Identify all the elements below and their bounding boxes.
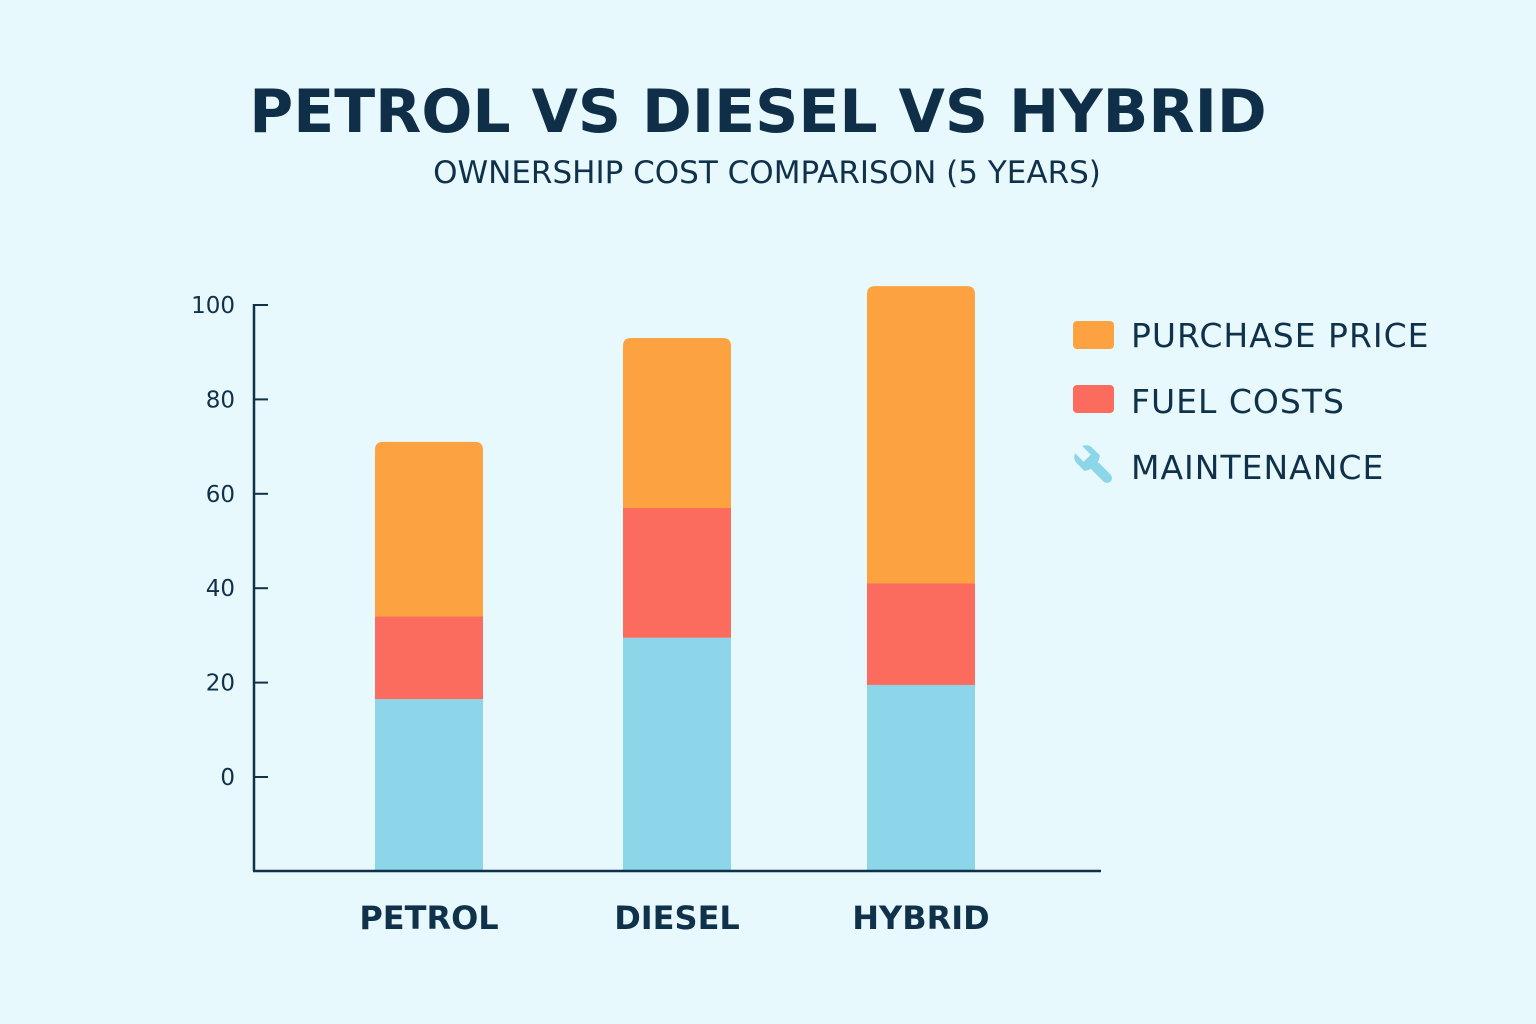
y-tick-label: 100 bbox=[191, 293, 235, 319]
chart-subtitle: OWNERSHIP COST COMPARISON (5 YEARS) bbox=[433, 155, 1101, 191]
legend-label-purchase-price: PURCHASE PRICE bbox=[1131, 316, 1430, 355]
bar-diesel-fuel-costs bbox=[623, 507, 731, 638]
x-label-hybrid: HYBRID bbox=[852, 899, 989, 937]
wrench-icon bbox=[1074, 445, 1113, 484]
x-label-diesel: DIESEL bbox=[614, 899, 740, 937]
y-tick-label: 0 bbox=[220, 765, 235, 791]
y-tick-label: 20 bbox=[206, 671, 235, 697]
legend: PURCHASE PRICE FUEL COSTS MAINTENANCE bbox=[1073, 316, 1430, 487]
bar-hybrid-purchase-price bbox=[867, 286, 975, 584]
y-tick-label: 80 bbox=[206, 387, 235, 413]
x-label-petrol: PETROL bbox=[359, 899, 498, 937]
bar-hybrid-maintenance bbox=[867, 684, 975, 871]
y-tick-label: 40 bbox=[206, 576, 235, 602]
bar-diesel-maintenance bbox=[623, 637, 731, 871]
legend-swatch-fuel-costs bbox=[1073, 385, 1114, 413]
bar-petrol-fuel-costs bbox=[375, 616, 483, 700]
bar-petrol-purchase-price bbox=[375, 441, 483, 617]
chart-title: PETROL VS DIESEL VS HYBRID bbox=[249, 77, 1267, 147]
legend-label-fuel-costs: FUEL COSTS bbox=[1131, 382, 1345, 421]
bar-hybrid-fuel-costs bbox=[867, 583, 975, 685]
y-ticks-layer: 0 20 40 60 80 100 bbox=[191, 293, 268, 791]
legend-label-maintenance: MAINTENANCE bbox=[1131, 448, 1384, 487]
x-labels-layer: PETROL DIESEL HYBRID bbox=[359, 899, 989, 937]
bar-petrol-maintenance bbox=[375, 699, 483, 871]
bars-layer bbox=[375, 286, 975, 871]
bar-diesel-purchase-price bbox=[623, 338, 731, 508]
y-tick-label: 60 bbox=[206, 482, 235, 508]
legend-swatch-purchase-price bbox=[1073, 321, 1114, 349]
